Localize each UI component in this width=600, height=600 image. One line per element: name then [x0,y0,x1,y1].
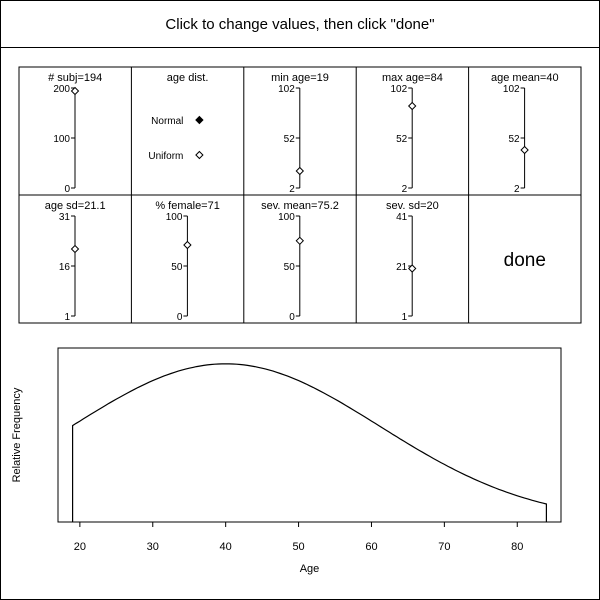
density-plot: 20 30 40 50 60 70 80 Age Relative Frequency [11,347,562,575]
slider-tick-label: 102 [391,84,408,95]
slider-value-marker[interactable] [70,244,80,254]
option-marker-uniform[interactable] [195,150,204,160]
plot-frame [57,347,562,523]
slider-tick-label: 2 [289,184,295,195]
control-label: sev. mean=75.2 [261,200,339,212]
x-tick-label: 60 [365,541,377,553]
slider-tick-label: 1 [402,312,408,323]
slider-value-marker[interactable] [520,145,529,155]
slider-tick-label: 21 [396,262,408,273]
slider-tick-label: 31 [59,212,71,223]
control-label: min age=19 [271,72,329,84]
slider-value-marker[interactable] [295,236,305,246]
x-axis-label: Age [300,563,320,575]
option-marker-normal[interactable] [195,115,204,125]
slider-value-marker[interactable] [407,101,417,111]
x-tick-label: 50 [292,541,304,553]
slider-tick-label: 2 [514,184,520,195]
slider-tick-label: 102 [503,84,520,95]
control-label: sev. sd=20 [386,200,439,212]
x-tick-label: 30 [147,541,159,553]
option-label-uniform[interactable]: Uniform [148,151,183,162]
control-age-sd[interactable]: age sd=21.131 16 1 [45,200,106,323]
slider-value-marker[interactable] [183,240,192,250]
slider-tick-label: 100 [166,212,183,223]
slider-tick-label: 52 [508,134,520,145]
done-button[interactable]: done [469,196,580,322]
control-age-dist[interactable]: age dist. Normal Uniform [148,72,208,162]
x-tick-label: 70 [438,541,450,553]
slider-tick-label: 52 [396,134,408,145]
slider-tick-label: 102 [278,84,295,95]
y-axis-label: Relative Frequency [11,387,23,482]
slider-value-marker[interactable] [295,166,305,176]
x-tick-label: 20 [74,541,86,553]
instruction-text: Click to change values, then click "done… [165,16,435,33]
x-tick-label: 80 [511,541,523,553]
header-divider [0,47,600,48]
slider-tick-label: 100 [278,212,295,223]
control-label: max age=84 [382,72,443,84]
slider-tick-label: 52 [284,134,296,145]
x-tick-label: 40 [220,541,232,553]
option-label-normal[interactable]: Normal [151,116,183,127]
done-button-label[interactable]: done [504,250,546,271]
slider-tick-label: 50 [284,262,296,273]
slider-tick-label: 0 [64,184,70,195]
slider-tick-label: 2 [402,184,408,195]
control-label: age sd=21.1 [45,200,106,212]
control-label: age dist. [167,72,209,84]
slider-tick-label: 0 [289,312,295,323]
slider-tick-label: 41 [396,212,408,223]
slider-tick-label: 50 [171,262,183,273]
control-label: age mean=40 [491,72,559,84]
slider-value-marker[interactable] [70,86,80,96]
density-curve [72,363,547,522]
slider-tick-label: 1 [64,312,70,323]
slider-value-marker[interactable] [407,264,417,273]
done-button-area[interactable] [469,196,580,322]
slider-tick-label: 0 [177,312,183,323]
slider-tick-label: 100 [53,134,70,145]
control-label: # subj=194 [48,72,102,84]
slider-tick-label: 200 [53,84,70,95]
control-label: % female=71 [155,200,220,212]
slider-tick-label: 16 [59,262,71,273]
